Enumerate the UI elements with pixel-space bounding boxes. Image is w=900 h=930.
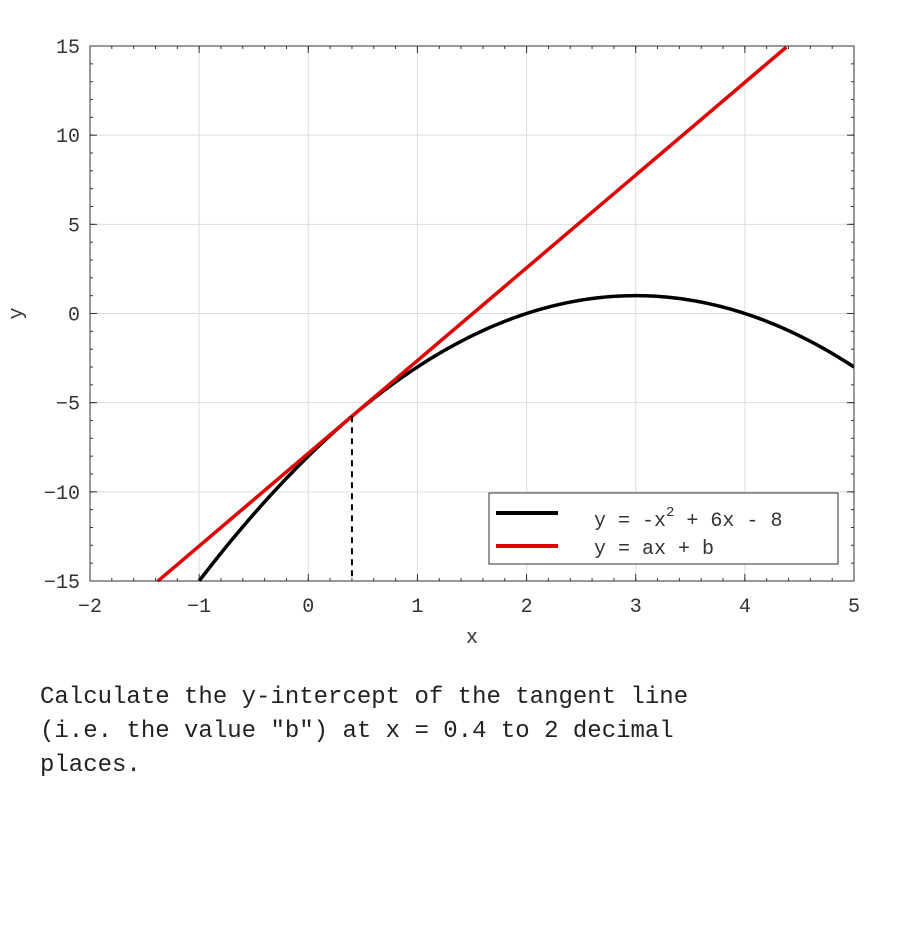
x-tick-label: −2	[78, 596, 102, 619]
y-tick-label: −15	[44, 572, 80, 595]
question-line-3: places.	[40, 752, 141, 779]
question-text: Calculate the y-intercept of the tangent…	[40, 681, 860, 783]
parabola-series-line	[197, 293, 854, 582]
x-tick-label: 5	[848, 596, 860, 619]
y-tick-label: −10	[44, 483, 80, 506]
plot-frame	[89, 45, 855, 582]
x-axis-label: x	[466, 627, 478, 650]
x-tick-label: −1	[187, 596, 211, 619]
x-tick-label: 1	[411, 596, 423, 619]
y-tick-label: 5	[68, 215, 80, 238]
y-tick-label: −5	[56, 394, 80, 417]
x-tick-label: 0	[302, 596, 314, 619]
question-line-2: (i.e. the value "b") at x = 0.4 to 2 dec…	[40, 718, 674, 745]
y-tick-label: 15	[56, 37, 80, 60]
legend: y = -x2 + 6x - 8 y = ax + b	[488, 492, 839, 565]
tangent-series-line	[156, 45, 788, 582]
y-axis-label: y	[6, 307, 29, 319]
y-tick-label: 0	[68, 305, 80, 328]
legend-label-tangent: y = ax + b	[594, 538, 714, 561]
x-tick-label: 4	[739, 596, 751, 619]
legend-box	[488, 492, 839, 565]
legend-label-parabola: y = -x2 + 6x - 8	[594, 505, 782, 533]
x-tick-label: 3	[630, 596, 642, 619]
y-tick-label: 10	[56, 126, 80, 149]
question-line-1: Calculate the y-intercept of the tangent…	[40, 684, 689, 711]
x-tick-label: 2	[521, 596, 533, 619]
